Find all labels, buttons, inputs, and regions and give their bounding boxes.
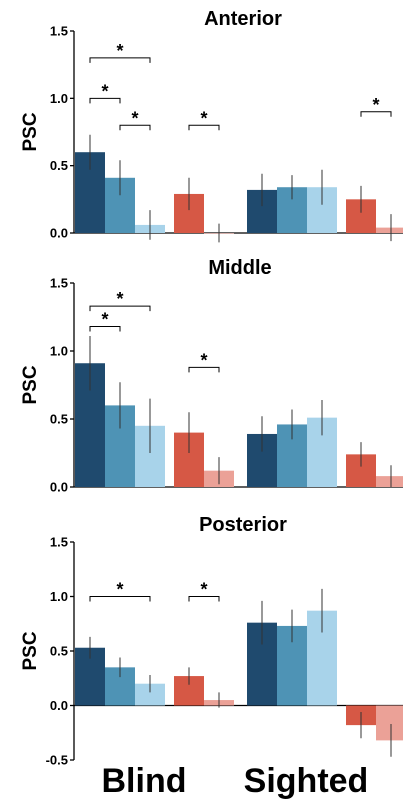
significance-star: *	[116, 580, 123, 600]
significance-star: *	[131, 108, 138, 128]
y-tick-label: 1.5	[50, 276, 68, 291]
y-tick-label: 0.5	[50, 158, 68, 173]
bar	[135, 683, 165, 706]
significance-bracket	[119, 124, 151, 131]
y-tick-label: -0.5	[46, 753, 68, 768]
significance-bracket	[89, 97, 121, 104]
bar	[376, 227, 403, 233]
y-tick-label: 1.5	[50, 24, 68, 39]
significance-bracket	[188, 366, 220, 373]
y-axis-label: PSC	[20, 112, 41, 151]
panel-title: Anterior	[204, 8, 282, 30]
y-tick-label: 0.0	[50, 226, 68, 241]
significance-star: *	[200, 580, 207, 600]
y-axis-label: PSC	[20, 631, 41, 670]
significance-star: *	[200, 350, 207, 370]
significance-star: *	[101, 81, 108, 101]
y-tick-label: 0.5	[50, 644, 68, 659]
group-label-blind: Blind	[102, 762, 187, 800]
significance-star: *	[116, 289, 123, 309]
y-tick-label: 1.0	[50, 589, 68, 604]
y-tick-label: 0.0	[50, 480, 68, 495]
significance-star: *	[101, 310, 108, 330]
panel-title: Posterior	[199, 514, 287, 536]
significance-star: *	[200, 108, 207, 128]
significance-bracket	[89, 57, 151, 63]
significance-star: *	[116, 41, 123, 61]
y-tick-label: 1.5	[50, 535, 68, 550]
panel-title: Middle	[208, 257, 271, 279]
bar	[376, 476, 403, 487]
y-axis-label: PSC	[20, 365, 41, 404]
y-tick-label: 1.0	[50, 91, 68, 106]
significance-bracket	[89, 326, 121, 332]
y-tick-label: 0.5	[50, 412, 68, 427]
significance-bracket	[89, 596, 151, 602]
significance-bracket	[360, 111, 392, 117]
significance-bracket	[188, 596, 220, 602]
significance-star: *	[372, 95, 379, 115]
bar	[376, 705, 403, 741]
y-tick-label: 1.0	[50, 344, 68, 359]
y-tick-label: 0.0	[50, 698, 68, 713]
group-label-sighted: Sighted	[244, 762, 369, 800]
significance-bracket	[89, 305, 151, 312]
significance-bracket	[188, 124, 220, 131]
